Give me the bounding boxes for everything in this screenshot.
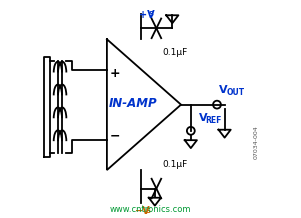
Text: REF: REF [206, 116, 222, 125]
Text: 0.1μF: 0.1μF [163, 48, 188, 57]
Text: OUT: OUT [226, 88, 244, 97]
Text: S: S [148, 11, 153, 17]
Text: V: V [198, 113, 207, 123]
Text: 0.1μF: 0.1μF [163, 160, 188, 169]
Text: −V: −V [135, 206, 151, 216]
Text: S: S [145, 208, 150, 214]
Text: +V: +V [138, 10, 154, 20]
Text: IN-AMP: IN-AMP [109, 97, 157, 110]
Text: 07034-004: 07034-004 [254, 125, 259, 158]
Text: +: + [109, 66, 120, 80]
Text: V: V [219, 85, 228, 95]
Text: www.cntronics.com: www.cntronics.com [110, 205, 191, 214]
Text: −: − [109, 130, 120, 143]
